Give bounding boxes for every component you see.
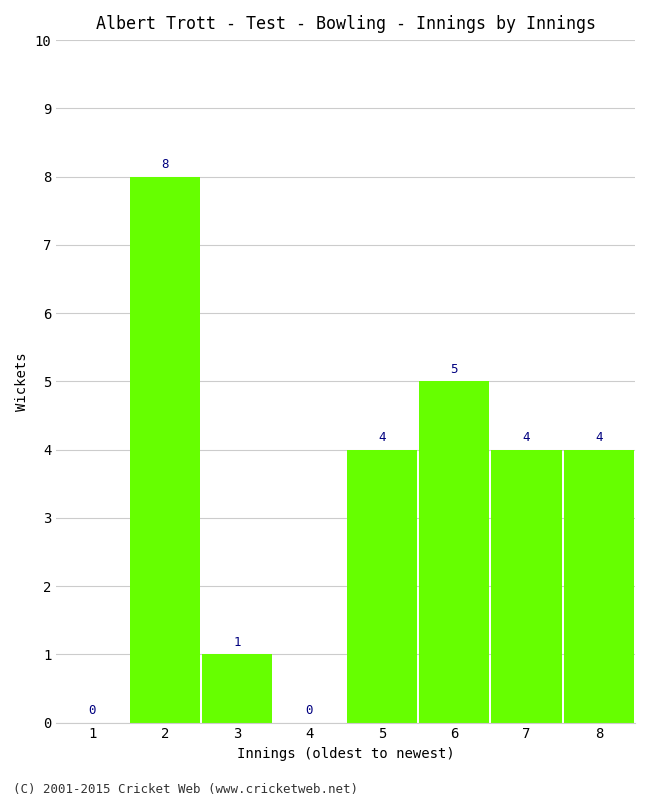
X-axis label: Innings (oldest to newest): Innings (oldest to newest) bbox=[237, 747, 454, 761]
Text: 5: 5 bbox=[450, 363, 458, 376]
Text: 4: 4 bbox=[523, 431, 530, 444]
Text: 4: 4 bbox=[595, 431, 603, 444]
Text: (C) 2001-2015 Cricket Web (www.cricketweb.net): (C) 2001-2015 Cricket Web (www.cricketwe… bbox=[13, 783, 358, 796]
Text: 0: 0 bbox=[306, 704, 313, 717]
Bar bbox=[202, 654, 272, 722]
Text: 8: 8 bbox=[161, 158, 168, 171]
Text: 0: 0 bbox=[88, 704, 96, 717]
Text: 4: 4 bbox=[378, 431, 385, 444]
Bar bbox=[419, 382, 489, 722]
Bar bbox=[491, 450, 562, 722]
Bar bbox=[346, 450, 417, 722]
Y-axis label: Wickets: Wickets bbox=[15, 352, 29, 410]
Text: 1: 1 bbox=[233, 636, 240, 649]
Title: Albert Trott - Test - Bowling - Innings by Innings: Albert Trott - Test - Bowling - Innings … bbox=[96, 15, 595, 33]
Bar bbox=[564, 450, 634, 722]
Bar bbox=[129, 177, 200, 722]
